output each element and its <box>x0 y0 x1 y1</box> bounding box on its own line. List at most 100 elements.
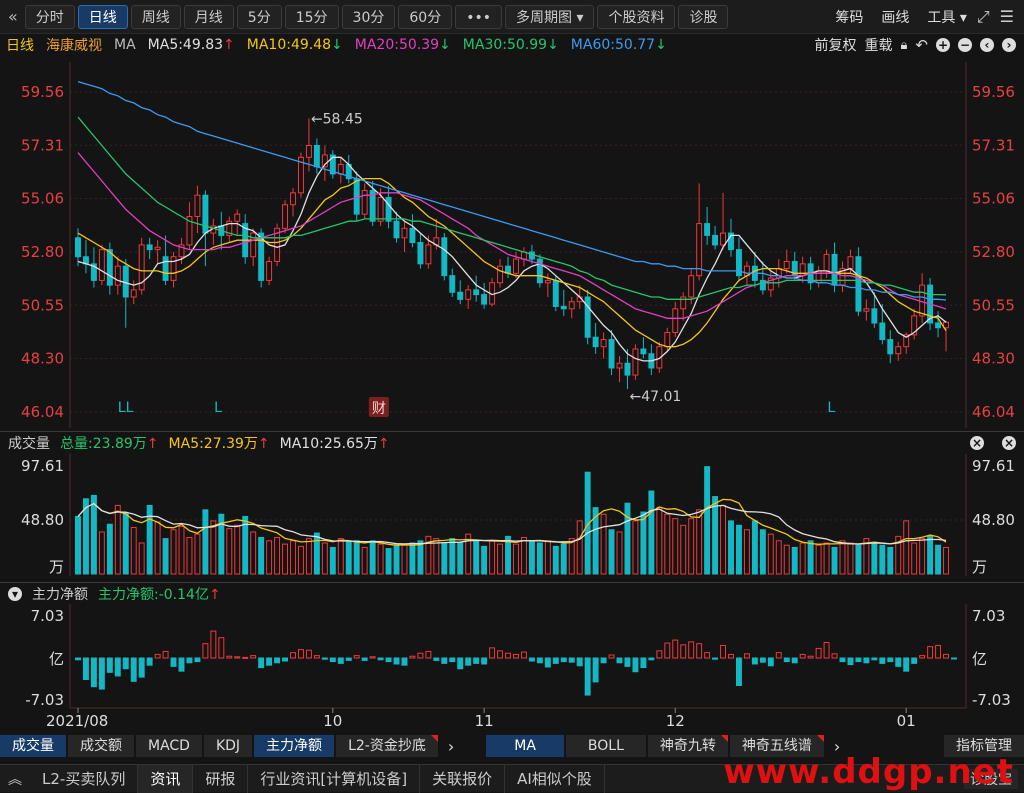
signal-marker: L <box>214 400 222 416</box>
flow-bar <box>705 653 710 658</box>
volume-bar <box>816 545 821 574</box>
reload-button[interactable]: 重载 <box>865 35 893 55</box>
close-panel-icon[interactable]: × <box>970 436 984 450</box>
collapse-icon[interactable]: ▾ <box>8 587 22 601</box>
info-collapse-icon[interactable]: ︽ <box>0 769 30 789</box>
info-tab-research[interactable]: 研报 <box>193 765 248 793</box>
flow-bar <box>195 658 200 662</box>
volume-bar <box>928 536 933 574</box>
candlestick-series <box>76 118 949 389</box>
draw-line-button[interactable]: 画线 <box>881 7 909 27</box>
volume-bar <box>752 521 757 574</box>
indicator-tab-macd[interactable]: MACD <box>136 735 202 757</box>
overlay-tab-nine[interactable]: 神奇九转 <box>648 735 728 757</box>
period-tab-5min[interactable]: 5分 <box>237 5 282 29</box>
indicator-tab-main-flow[interactable]: 主力净额 <box>254 735 334 757</box>
scroll-right-icon[interactable]: › <box>1002 38 1016 52</box>
candle-body <box>498 266 503 283</box>
candle-body <box>848 257 853 269</box>
chevron-right-icon[interactable]: › <box>440 737 462 756</box>
indicator-tab-amount[interactable]: 成交额 <box>68 735 134 757</box>
period-tab-monthly[interactable]: 月线 <box>184 5 234 29</box>
flow-bar <box>426 651 431 658</box>
more-periods-button[interactable]: ••• <box>455 5 502 29</box>
volume-bar <box>370 541 375 574</box>
lock-icon[interactable]: 🔒︎ <box>901 38 908 53</box>
period-tab-intraday[interactable]: 分时 <box>25 5 75 29</box>
candle-body <box>593 337 598 346</box>
diagnose-button[interactable]: 诊股 <box>678 5 728 29</box>
volume-bar <box>681 525 686 574</box>
flow-bar <box>649 658 654 660</box>
volume-bar <box>577 521 582 574</box>
volume-bar <box>283 544 288 574</box>
info-tab-industry[interactable]: 行业资讯[计算机设备] <box>248 765 420 793</box>
flow-bar <box>434 658 439 660</box>
tools-dropdown[interactable]: 工具 ▾ <box>927 7 966 27</box>
candle-body <box>824 254 829 271</box>
indicator-tab-volume[interactable]: 成交量 <box>0 735 66 757</box>
period-tab-15min[interactable]: 15分 <box>285 5 339 29</box>
volume-bar <box>521 537 526 574</box>
overlay-tab-boll[interactable]: BOLL <box>566 735 646 757</box>
finance-marker: 财 <box>372 401 386 417</box>
adjust-button[interactable]: 前复权 <box>815 35 857 55</box>
volume-bar <box>800 543 805 574</box>
up-arrow-icon: ↑ <box>378 436 390 452</box>
flow-bar <box>776 653 781 658</box>
flow-bar <box>386 658 391 662</box>
undo-icon[interactable]: ↶ <box>915 36 928 54</box>
info-tab-ai-similar[interactable]: AI相似个股 <box>505 765 605 793</box>
back-icon[interactable]: « <box>4 7 22 26</box>
volume-bar <box>872 543 877 574</box>
flow-bar <box>147 658 152 665</box>
zoom-in-icon[interactable]: + <box>936 38 950 52</box>
info-tab-news[interactable]: 资讯 <box>138 765 193 793</box>
date-label: 12 <box>666 712 685 730</box>
flow-bar <box>314 656 319 658</box>
flow-bar <box>760 658 765 662</box>
candle-body <box>283 205 288 229</box>
indicator-tab-l2-bottom[interactable]: L2-资金抄底 <box>336 735 438 757</box>
flow-bar <box>561 658 566 662</box>
flow-bar <box>155 654 160 658</box>
price-grid <box>70 62 966 428</box>
settings-icon[interactable]: ☰ <box>1000 7 1014 26</box>
candle-body <box>721 233 726 245</box>
volume-tick-left: 48.80 <box>21 511 64 529</box>
volume-bar <box>76 516 81 574</box>
candle-body <box>617 363 622 368</box>
price-tick-left: 50.55 <box>21 296 64 314</box>
info-tab-related[interactable]: 关联报价 <box>420 765 505 793</box>
volume-bar <box>545 541 550 574</box>
flow-bar <box>641 658 646 668</box>
flow-bar <box>824 642 829 658</box>
multi-period-dropdown[interactable]: 多周期图 ▾ <box>505 5 594 29</box>
flow-bar <box>577 658 582 666</box>
close-panel-icon[interactable]: × <box>1002 436 1016 450</box>
fullscreen-icon[interactable]: ⤢ <box>977 7 990 27</box>
zoom-out-icon[interactable]: − <box>958 38 972 52</box>
info-tab-queue[interactable]: L2-买卖队列 <box>30 765 138 793</box>
flow-bar <box>529 658 534 661</box>
volume-bar <box>633 521 638 574</box>
period-tab-weekly[interactable]: 周线 <box>131 5 181 29</box>
volume-bar <box>625 503 630 574</box>
overlay-tab-ma[interactable]: MA <box>486 735 564 757</box>
candle-body <box>609 340 614 368</box>
stock-info-button[interactable]: 个股资料 <box>597 5 675 29</box>
scroll-left-icon[interactable]: ‹ <box>980 38 994 52</box>
flow-tick-left: -7.03 <box>25 691 64 709</box>
period-tab-30min[interactable]: 30分 <box>342 5 396 29</box>
period-tab-daily[interactable]: 日线 <box>78 5 128 29</box>
chips-button[interactable]: 筹码 <box>835 7 863 27</box>
flow-bar <box>840 658 845 662</box>
flow-bar <box>569 658 574 662</box>
period-tab-60min[interactable]: 60分 <box>398 5 452 29</box>
indicator-tab-kdj[interactable]: KDJ <box>204 735 252 757</box>
period-toolbar: « 分时 日线 周线 月线 5分 15分 30分 60分 ••• 多周期图 ▾ … <box>0 0 1024 34</box>
volume-tick-right: 97.61 <box>972 457 1015 475</box>
flow-bar <box>800 654 805 658</box>
